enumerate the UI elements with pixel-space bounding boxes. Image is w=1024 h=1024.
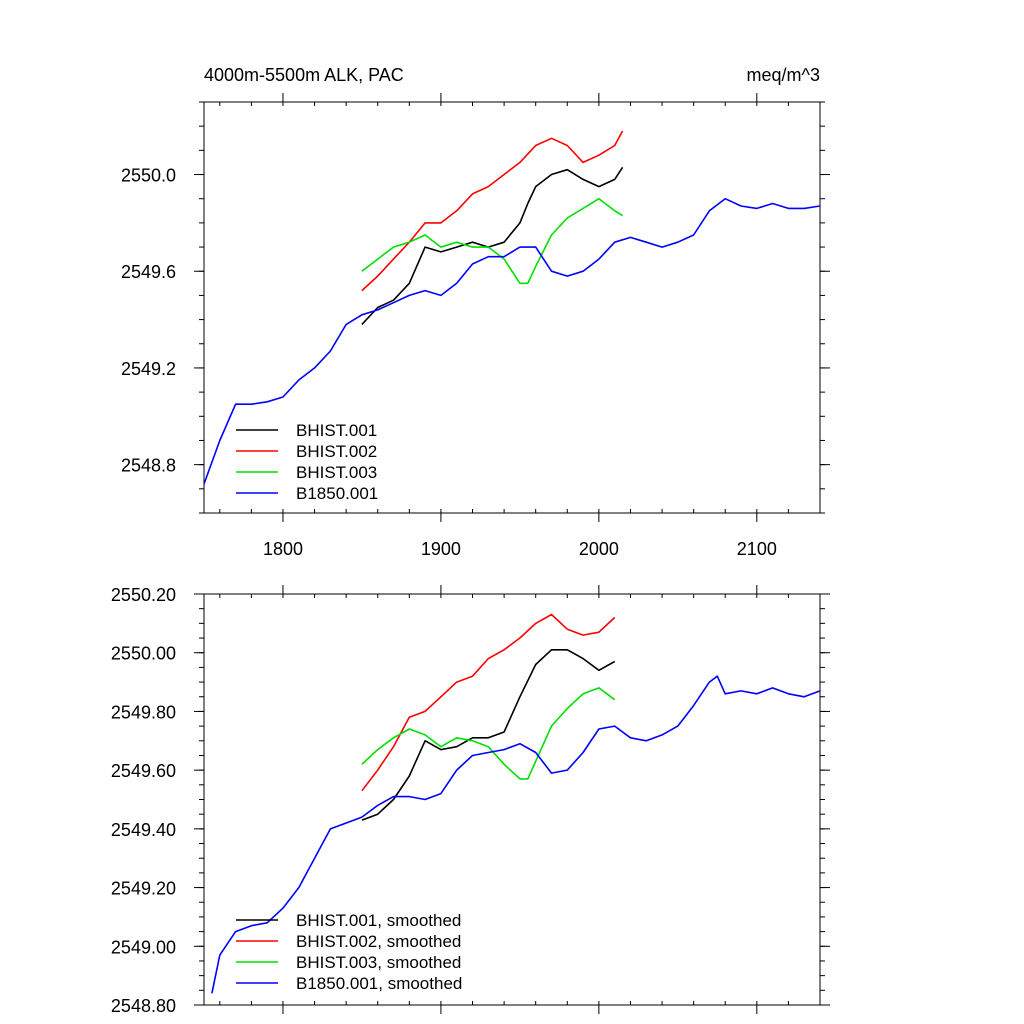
series-line-bhist-001 [361, 166, 624, 325]
chart-title: 4000m-5500m ALK, PAC [204, 65, 404, 85]
y-tick-label: 2550.00 [111, 644, 176, 664]
y-tick-label: 2549.40 [111, 820, 176, 840]
legend-label: BHIST.002 [296, 442, 377, 461]
legend-label: BHIST.002, smoothed [296, 932, 461, 951]
plot-frame [203, 101, 821, 514]
top-panel: 1800 1900 2000 2100 2548.8 2549.2 2549.6 2550.0… [121, 93, 830, 559]
y-tick-label: 2550.0 [121, 166, 176, 186]
legend-label: B1850.001, smoothed [296, 974, 462, 993]
x-tick-label: 2000 [579, 539, 619, 559]
series-line-bhist-002 [361, 130, 624, 292]
series-line-bhist-002-smoothed [361, 613, 616, 792]
x-tick-label: 1800 [263, 539, 303, 559]
y-tick-label: 2549.20 [111, 879, 176, 899]
y-tick-label: 2549.60 [111, 761, 176, 781]
series-line-bhist-001-smoothed [361, 648, 616, 821]
series-line-bhist-003 [361, 197, 624, 285]
legend-label: BHIST.001, smoothed [296, 911, 461, 930]
y-tick-label: 2549.80 [111, 702, 176, 722]
series-group [211, 613, 820, 994]
legend-label: BHIST.001 [296, 421, 377, 440]
series-line-b1850-001-smoothed [211, 675, 820, 994]
series-line-b1850-001 [204, 197, 820, 485]
units-label: meq/m^3 [747, 65, 820, 85]
y-tick-label: 2549.6 [121, 262, 176, 282]
series-line-bhist-003-smoothed [361, 687, 616, 780]
series-group [204, 130, 820, 485]
bottom-panel: 2548.80 2549.00 2549.20 2549.40 2549.60 2549.… [111, 585, 830, 1016]
legend-label: B1850.001 [296, 484, 378, 503]
x-tick-label: 1900 [421, 539, 461, 559]
y-tick-label: 2548.8 [121, 456, 176, 476]
y-tick-label: 2549.00 [111, 937, 176, 957]
y-tick-label: 2549.2 [121, 359, 176, 379]
x-tick-label: 2100 [737, 539, 777, 559]
legend-label: BHIST.003 [296, 463, 377, 482]
y-tick-label: 2548.80 [111, 996, 176, 1016]
y-tick-label: 2550.20 [111, 585, 176, 605]
legend-label: BHIST.003, smoothed [296, 953, 461, 972]
